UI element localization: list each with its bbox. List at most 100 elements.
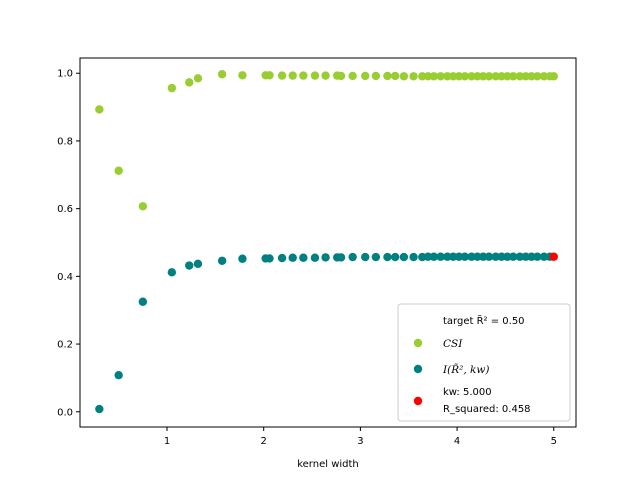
- series-0-point-14: [321, 71, 330, 80]
- series-0-point-2: [138, 202, 148, 211]
- series-1-point-35: [484, 252, 494, 261]
- series-0-point-43: [533, 72, 542, 81]
- series-1-point-40: [515, 252, 525, 261]
- y-axis-ticks: 0.0 0.2 0.4 0.6 0.8 1.0: [57, 69, 80, 418]
- series-0-point-3: [167, 83, 177, 93]
- series-0-point-33: [473, 72, 482, 81]
- series-1-point-3: [167, 268, 177, 277]
- legend-i-label: I(R̃², kw): [442, 363, 489, 376]
- series-1-point-19: [371, 252, 381, 262]
- x-axis-ticks: 1 2 3 4 5: [164, 427, 557, 447]
- series-0-point-42: [527, 72, 536, 81]
- y-tick-label-4: 0.8: [57, 136, 73, 147]
- series-1-point-0: [95, 404, 104, 414]
- series-1-point-34: [478, 252, 488, 261]
- series-1-point-30: [454, 252, 464, 261]
- series-0-point-25: [423, 72, 433, 81]
- series-0-point-37: [497, 72, 506, 81]
- x-tick-label-4: 5: [551, 436, 557, 447]
- series-0-point-39: [508, 72, 518, 81]
- series-0-point-35: [484, 72, 494, 81]
- series-0-point-24: [418, 72, 427, 81]
- legend-target-label: target R̃² = 0.50: [443, 314, 525, 327]
- series-1-point-6: [217, 256, 227, 265]
- series-1-point-41: [521, 252, 530, 261]
- series-0-point-41: [521, 72, 530, 81]
- series-1-point-28: [443, 252, 452, 261]
- series-1-point-23: [409, 252, 418, 262]
- series-1-point-38: [503, 252, 512, 261]
- points-layer: [95, 70, 558, 414]
- series-1-point-37: [497, 252, 506, 261]
- series-0-point-38: [503, 72, 512, 81]
- series-0-point-11: [288, 71, 297, 80]
- series-1-point-10: [277, 253, 287, 263]
- series-1-point-18: [361, 252, 370, 262]
- series-0-point-1: [114, 166, 123, 175]
- series-1-point-9: [265, 254, 274, 263]
- series-0-point-16: [336, 71, 346, 81]
- x-tick-label-2: 3: [357, 436, 363, 447]
- series-1-point-33: [473, 252, 482, 261]
- series-0-point-44: [539, 72, 549, 81]
- series-0-point-26: [429, 72, 439, 81]
- y-tick-label-5: 1.0: [57, 69, 73, 80]
- x-axis-label: kernel width: [297, 459, 359, 470]
- series-1-point-13: [310, 253, 320, 262]
- legend-i-marker: [413, 364, 423, 374]
- series-1-point-43: [533, 252, 542, 261]
- series-0-point-22: [399, 72, 409, 81]
- series-0-point-34: [478, 72, 488, 81]
- series-1-point-4: [185, 261, 194, 270]
- y-tick-label-2: 0.4: [57, 272, 73, 283]
- series-1-point-42: [527, 252, 536, 261]
- series-1-point-5: [193, 259, 203, 269]
- legend-csi-label: CSI: [443, 338, 463, 350]
- series-0-point-9: [265, 71, 274, 80]
- series-0-point-18: [361, 71, 370, 81]
- series-0-point-31: [460, 72, 470, 81]
- x-tick-label-3: 4: [454, 436, 460, 447]
- legend-kw-line1: kw: 5.000: [443, 387, 492, 398]
- series-0-point-0: [95, 105, 104, 114]
- series-0-point-21: [390, 71, 400, 81]
- series-1-point-17: [348, 252, 357, 262]
- series-0-point-40: [515, 72, 525, 81]
- series-0-point-27: [436, 72, 445, 81]
- series-0-point-6: [217, 70, 227, 79]
- series-1-point-36: [491, 252, 500, 261]
- legend-csi-marker: [413, 338, 423, 348]
- series-1-point-14: [321, 253, 330, 262]
- series-0-point-12: [299, 71, 308, 80]
- series-0-point-36: [491, 72, 500, 81]
- series-0-point-5: [193, 74, 203, 83]
- series-1-point-27: [436, 252, 445, 261]
- series-0-point-29: [449, 72, 458, 81]
- series-1-point-25: [423, 252, 433, 261]
- plot-frame: [79, 57, 577, 428]
- series-1-point-29: [449, 252, 458, 261]
- series-1-point-22: [399, 252, 409, 262]
- series-0-point-20: [383, 71, 392, 81]
- y-tick-label-3: 0.6: [57, 204, 73, 215]
- series-1-point-21: [390, 252, 400, 262]
- series-1-point-1: [114, 371, 123, 380]
- series-0-point-30: [454, 72, 464, 81]
- series-1-point-2: [138, 297, 148, 306]
- series-1-point-16: [336, 253, 346, 262]
- x-tick-label-1: 2: [261, 436, 267, 447]
- series-1-point-11: [288, 253, 297, 262]
- series-0-point-23: [409, 72, 418, 81]
- legend-kw-marker: [413, 396, 423, 406]
- legend-kw-line2: R_squared: 0.458: [443, 404, 531, 415]
- series-1-point-20: [383, 252, 392, 262]
- series-1-point-26: [429, 252, 439, 261]
- legend: target R̃² = 0.50 CSI I(R̃², kw) kw: 5.0…: [397, 303, 571, 422]
- series-1-point-44: [539, 252, 549, 261]
- series-0-point-7: [238, 71, 247, 80]
- series-1-point-12: [299, 253, 308, 262]
- series-0-point-4: [185, 78, 194, 87]
- y-tick-label-1: 0.2: [57, 340, 73, 351]
